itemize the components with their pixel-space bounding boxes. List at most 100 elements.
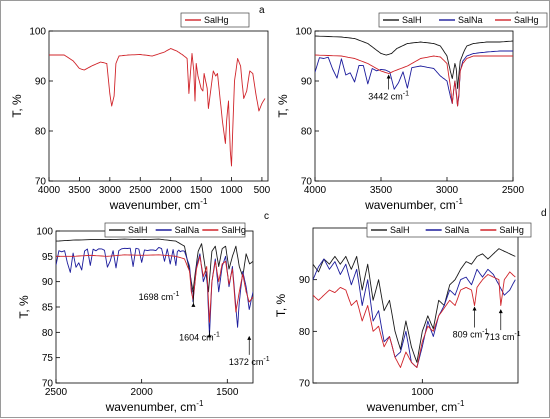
- y-tick-label: 90: [301, 77, 313, 88]
- annotation-text: 1698 cm: [139, 292, 174, 302]
- y-tick-label: 100: [29, 27, 46, 38]
- annotation-label: 1698 cm-1: [139, 291, 180, 302]
- series-line-salhg: [56, 254, 253, 323]
- x-axis-label-sup: -1: [456, 197, 464, 206]
- legend-label: SalNa: [175, 225, 200, 235]
- annotation-text: 3442 cm: [368, 92, 403, 102]
- panel-c: 2500 2000 1500 70 75 80 85 90 95 100 wavenumber, c…: [17, 211, 270, 414]
- legend-label: SalNa: [458, 15, 483, 25]
- arrow-head-icon: [498, 309, 503, 314]
- arrow-head-icon: [191, 302, 196, 307]
- annotation-label: 1604 cm-1: [179, 331, 220, 342]
- y-axis-label: T, %: [17, 295, 31, 319]
- series-line-salhg: [315, 54, 513, 107]
- x-axis-label-text: wavenumber, cm: [366, 400, 458, 414]
- legend-label: SalHg: [221, 225, 246, 235]
- x-axis-label: wavenumber, cm-1: [366, 399, 465, 414]
- panel-label: d: [541, 208, 547, 219]
- x-axis-label: wavenumber, cm-1: [105, 399, 204, 414]
- y-tick-label: 80: [35, 127, 47, 138]
- series-line-salh: [315, 35, 513, 89]
- y-axis-label: T, %: [276, 94, 290, 118]
- annotation-sup: -1: [482, 329, 488, 336]
- y-tick-label: 80: [42, 328, 54, 339]
- legend-box: [104, 222, 246, 238]
- y-tick-label: 90: [35, 77, 47, 88]
- panel-label: c: [264, 211, 269, 222]
- annotation-text: 1372 cm: [229, 357, 264, 367]
- x-tick-label: 1500: [190, 185, 213, 196]
- legend-box: [378, 12, 548, 28]
- x-tick-label: 3500: [370, 185, 393, 196]
- annotation-sup: -1: [214, 331, 220, 338]
- legend-label: SalH: [128, 225, 148, 235]
- arrow-head-icon: [247, 335, 252, 340]
- legend-label: SalH: [402, 15, 422, 25]
- y-tick-label: 85: [42, 303, 54, 314]
- y-tick-label: 70: [35, 177, 47, 188]
- x-tick-label: 3500: [68, 185, 91, 196]
- annotation-text: 713 cm: [485, 332, 515, 342]
- legend-label: SalHg: [499, 225, 524, 235]
- x-axis-label-sup: -1: [457, 399, 465, 408]
- x-tick-label: 4000: [304, 185, 327, 196]
- annotation-sup: -1: [173, 291, 179, 298]
- x-tick-label: 2500: [45, 387, 68, 398]
- x-axis-label-sup: -1: [200, 197, 208, 206]
- series-line-salhg: [49, 48, 266, 167]
- x-tick-label: 2500: [129, 185, 152, 196]
- y-axis-label: T, %: [10, 94, 24, 118]
- series-line-salhg: [313, 271, 516, 368]
- x-axis-label-text: wavenumber, cm: [105, 400, 197, 414]
- x-tick-label: 3000: [99, 185, 122, 196]
- annotation-sup: -1: [263, 356, 269, 363]
- arrow-head-icon: [207, 333, 212, 338]
- plot-frame-a: [48, 30, 269, 182]
- x-tick-label: 2000: [131, 387, 154, 398]
- y-axis-label: T, %: [274, 294, 288, 318]
- plot-frame-b: [314, 30, 514, 182]
- annotation-label: 809 cm-1: [453, 329, 489, 340]
- annotation-text: 1604 cm: [179, 332, 214, 342]
- legend-box: [180, 12, 250, 28]
- annotation-sup: -1: [403, 91, 409, 98]
- x-axis-label: wavenumber, cm-1: [109, 197, 208, 212]
- annotation-label: 1372 cm-1: [229, 356, 270, 367]
- annotation-label: 3442 cm-1: [368, 91, 409, 102]
- x-axis-label-text: wavenumber, cm: [109, 198, 201, 212]
- annotation-sup: -1: [514, 331, 520, 338]
- annotation-label: 713 cm-1: [485, 331, 521, 342]
- y-tick-label: 100: [295, 27, 312, 38]
- x-tick-label: 1000: [220, 185, 243, 196]
- x-tick-label: 500: [254, 185, 271, 196]
- panel-a: 4000 3500 3000 2500 2000 1500 1000 500 70 80 90 100…: [10, 5, 271, 212]
- series-line-salh: [313, 248, 516, 363]
- x-tick-label: 3000: [436, 185, 459, 196]
- y-tick-label: 95: [42, 252, 54, 263]
- series-line-salh: [56, 238, 253, 293]
- x-axis-label-text: wavenumber, cm: [364, 198, 456, 212]
- x-axis-label: wavenumber, cm-1: [364, 197, 463, 212]
- arrow-head-icon: [386, 74, 391, 79]
- y-tick-label: 70: [299, 379, 311, 390]
- plot-frame-c: [55, 230, 254, 384]
- x-axis-label-sup: -1: [196, 399, 204, 408]
- y-tick-label: 90: [42, 277, 54, 288]
- legend-label: SalNa: [445, 225, 470, 235]
- arrow-head-icon: [472, 306, 477, 311]
- panel-label: a: [259, 5, 265, 16]
- series-line-salna: [313, 258, 516, 368]
- y-tick-label: 100: [36, 227, 53, 238]
- legend-label: SalH: [390, 225, 410, 235]
- y-tick-label: 70: [301, 177, 313, 188]
- legend-box: [366, 222, 532, 238]
- x-tick-label: 4000: [38, 185, 61, 196]
- y-tick-label: 75: [42, 353, 54, 364]
- x-tick-label: 2500: [502, 185, 525, 196]
- y-tick-label: 80: [301, 127, 313, 138]
- y-tick-label: 80: [299, 327, 311, 338]
